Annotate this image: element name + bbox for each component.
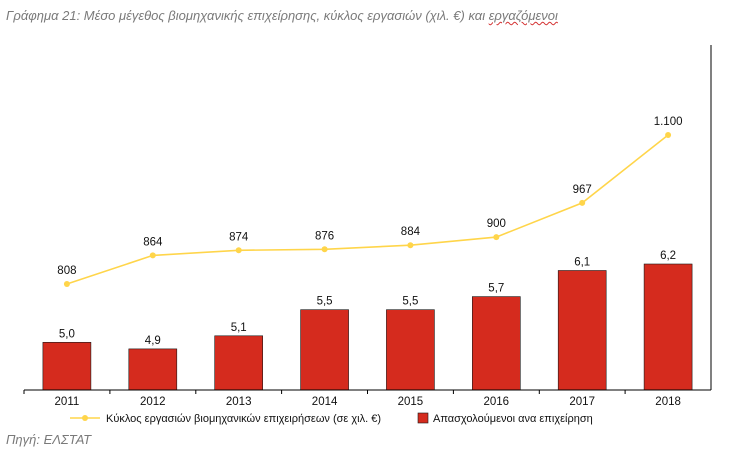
line-point-2014	[321, 246, 328, 253]
chart-title: Γράφημα 21: Μέσο μέγεθος βιομηχανικής επ…	[6, 8, 558, 23]
bar-label-2014: 5,5	[317, 296, 333, 308]
bar-label-2015: 5,5	[402, 296, 418, 308]
legend-bar-swatch	[417, 412, 429, 424]
chart-title-main: Γράφημα 21: Μέσο μέγεθος βιομηχανικής επ…	[6, 8, 489, 23]
bar-2018	[643, 263, 693, 391]
bar-2015	[386, 309, 435, 391]
bar-2013	[214, 335, 263, 391]
line-point-2018	[665, 132, 672, 138]
line-point-2017	[579, 199, 586, 206]
line-point-2012	[149, 252, 156, 259]
x-tick-2012: 2012	[140, 396, 166, 408]
bar-label-2018: 6,2	[660, 250, 676, 262]
x-tick-2013: 2013	[226, 396, 252, 408]
chart-title-underlined: εργαζόμενοι	[488, 8, 558, 23]
line-point-2016	[493, 234, 500, 241]
bar-label-2011: 5,0	[59, 328, 75, 340]
bar-label-2012: 4,9	[145, 335, 161, 347]
line-label-2011: 808	[57, 265, 76, 277]
line-label-2012: 864	[143, 236, 163, 248]
bar-label-2017: 6,1	[574, 257, 590, 269]
x-tick-2014: 2014	[312, 396, 338, 408]
x-tick-2018: 2018	[655, 396, 681, 408]
line-label-2013: 874	[229, 231, 249, 243]
bar-2016	[471, 296, 521, 391]
legend: Κύκλος εργασιών βιομηχανικών επιχειρήσεω…	[70, 412, 593, 425]
bar-2012	[128, 348, 178, 391]
line-label-2018: 1.100	[654, 116, 683, 128]
line-label-2016: 900	[487, 218, 506, 230]
line-point-2011	[63, 281, 70, 287]
legend-bar-label: Απασχολούμενοι ανα επιχείρηση	[433, 413, 593, 425]
bar-label-2016: 5,7	[488, 283, 504, 295]
line-label-2017: 967	[573, 184, 592, 196]
bar-label-2013: 5,1	[231, 322, 247, 334]
line-point-2015	[407, 242, 414, 249]
x-tick-2016: 2016	[484, 396, 510, 408]
x-tick-2015: 2015	[398, 396, 424, 408]
line-point-2013	[235, 247, 242, 254]
x-tick-2011: 2011	[55, 396, 80, 408]
bar-2011	[42, 341, 92, 391]
x-tick-2017: 2017	[569, 396, 595, 408]
bar-2014	[300, 309, 349, 391]
legend-line-label: Κύκλος εργασιών βιομηχανικών επιχειρήσεω…	[106, 413, 381, 425]
legend-line-marker	[82, 415, 88, 421]
bar-2017	[557, 270, 607, 391]
line-label-2014: 876	[315, 230, 334, 242]
source-note: Πηγή: ΕΛΣΤΑΤ	[6, 432, 92, 447]
turnover-line	[66, 134, 669, 285]
line-label-2015: 884	[401, 226, 421, 238]
